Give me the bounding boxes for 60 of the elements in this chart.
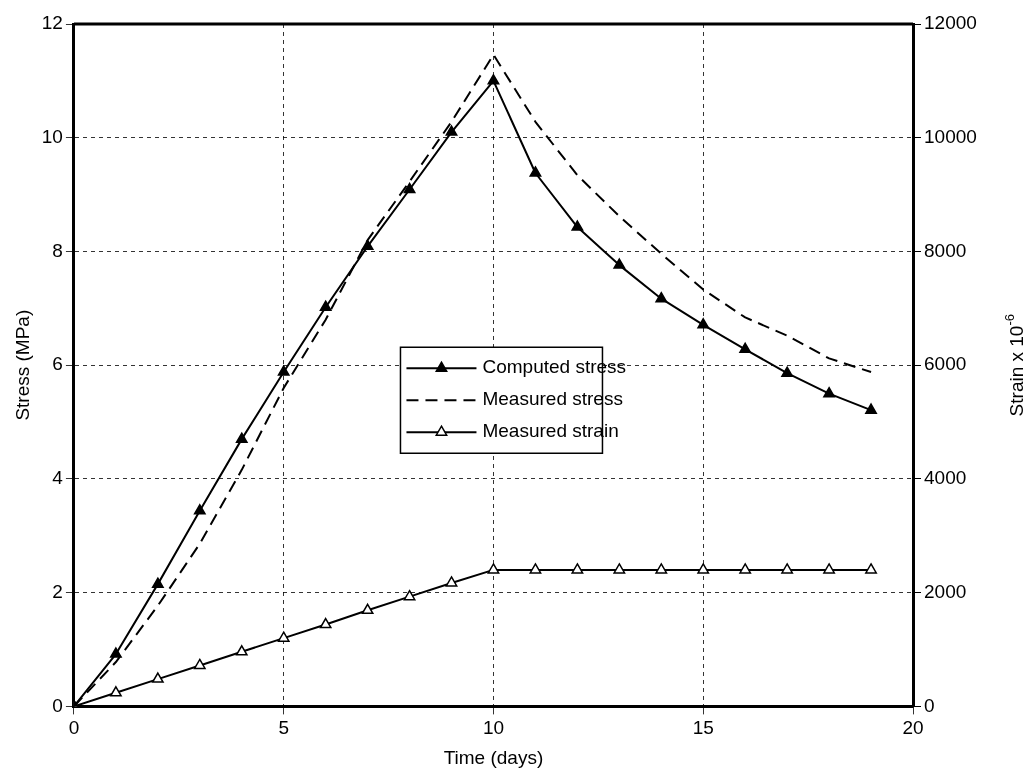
y2-tick-label: 12000 xyxy=(924,12,977,34)
point xyxy=(445,125,458,136)
point xyxy=(529,166,542,177)
point xyxy=(487,563,500,574)
y-tick-label: 12 xyxy=(41,12,63,34)
y-tick-label: 6 xyxy=(52,353,63,375)
point xyxy=(865,563,877,574)
y2-tick-label: 8000 xyxy=(924,239,967,261)
point xyxy=(319,300,332,311)
y2-axis-title: Strain x 10-6 xyxy=(1001,314,1028,417)
point xyxy=(823,386,836,398)
y2-tick-label: 4000 xyxy=(924,467,967,489)
point xyxy=(655,563,668,574)
point xyxy=(865,403,877,414)
point xyxy=(109,647,122,658)
point xyxy=(109,686,122,697)
point xyxy=(361,239,374,251)
point xyxy=(697,563,710,574)
point xyxy=(571,220,584,231)
y-tick-label: 0 xyxy=(52,694,63,716)
point xyxy=(193,504,206,515)
point xyxy=(739,563,752,574)
point xyxy=(151,672,164,683)
x-axis-title: Time (days) xyxy=(443,746,544,768)
x-tick-label: 5 xyxy=(278,717,289,739)
y2-tick-label: 6000 xyxy=(924,353,967,375)
point xyxy=(781,563,794,574)
y2-tick-label: 0 xyxy=(924,694,935,716)
point xyxy=(361,603,374,615)
x-tick-label: 15 xyxy=(692,717,714,739)
point xyxy=(445,576,458,587)
point xyxy=(781,366,794,377)
point xyxy=(403,589,416,601)
point xyxy=(613,563,626,574)
point xyxy=(151,577,164,588)
point xyxy=(823,563,836,574)
y2-tick-label: 10000 xyxy=(924,125,977,147)
point xyxy=(403,182,416,194)
point xyxy=(529,563,542,574)
point xyxy=(193,658,206,670)
point xyxy=(655,291,668,303)
point xyxy=(277,631,290,642)
point xyxy=(235,645,248,656)
point xyxy=(487,74,500,85)
point xyxy=(319,617,332,629)
x-tick-label: 10 xyxy=(482,717,505,739)
y-axis-title: Stress (MPa) xyxy=(11,309,33,421)
x-tick-label: 0 xyxy=(68,717,80,739)
y-tick-label: 10 xyxy=(41,125,63,147)
x-tick-label: 20 xyxy=(902,717,924,739)
point xyxy=(697,318,710,329)
y2-tick-label: 2000 xyxy=(924,580,967,602)
y-tick-label: 2 xyxy=(52,580,63,602)
y-tick-label: 8 xyxy=(52,239,63,261)
point xyxy=(613,258,626,269)
point xyxy=(235,432,248,443)
y-tick-label: 4 xyxy=(52,467,64,489)
point xyxy=(739,342,752,354)
point xyxy=(571,563,584,574)
point xyxy=(277,365,290,376)
